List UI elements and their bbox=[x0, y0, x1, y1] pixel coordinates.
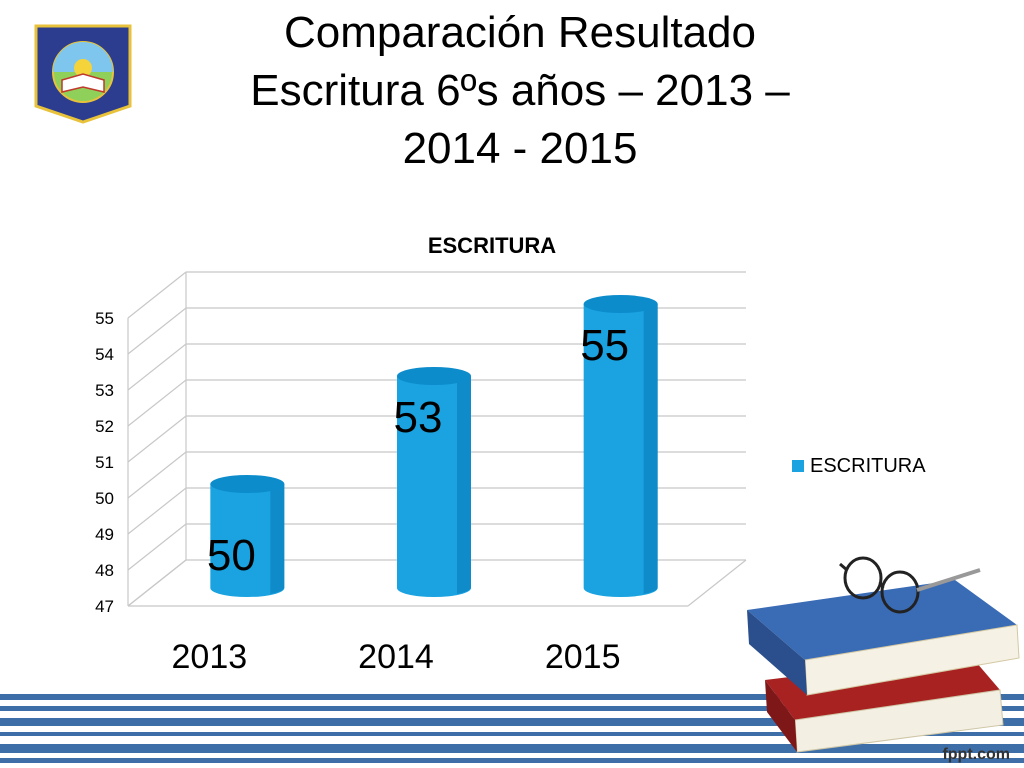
gridline-side bbox=[127, 379, 187, 427]
x-tick-label: 2015 bbox=[545, 638, 621, 676]
y-tick-label: 48 bbox=[95, 561, 114, 580]
bar-body bbox=[397, 376, 471, 597]
gridline-side bbox=[127, 487, 187, 535]
footer-brand: fppt.com bbox=[942, 746, 1010, 763]
floor-edge-right bbox=[687, 559, 747, 607]
data-label: 55 bbox=[580, 321, 629, 370]
y-tick-label: 51 bbox=[95, 453, 114, 472]
slide-title: Comparación Resultado Escritura 6ºs años… bbox=[250, 8, 790, 173]
gridline-side bbox=[127, 307, 187, 355]
bar-body bbox=[583, 304, 658, 597]
data-label: 50 bbox=[207, 531, 256, 580]
data-label: 53 bbox=[394, 393, 443, 442]
y-tick-label: 53 bbox=[95, 381, 114, 400]
legend-label: ESCRITURA bbox=[810, 455, 926, 477]
gridline-side bbox=[127, 559, 187, 607]
bar-cap bbox=[397, 367, 471, 385]
x-tick-label: 2014 bbox=[358, 638, 434, 676]
bar-shade bbox=[457, 376, 471, 594]
bar-2014 bbox=[397, 367, 471, 597]
books-illustration bbox=[747, 556, 1020, 753]
gridline-side bbox=[127, 451, 187, 499]
y-tick-label: 54 bbox=[95, 345, 114, 364]
school-logo bbox=[34, 24, 132, 124]
y-tick-label: 47 bbox=[95, 597, 114, 616]
chart-title: ESCRITURA bbox=[428, 233, 556, 258]
bar-2015 bbox=[583, 295, 658, 597]
gridline-side bbox=[127, 271, 187, 319]
legend-swatch bbox=[792, 460, 804, 472]
footer-stripes bbox=[0, 694, 1024, 763]
y-axis: 47 48 49 50 51 52 53 54 55 bbox=[95, 309, 114, 616]
glasses-icon bbox=[839, 556, 981, 614]
x-axis: 2013 2014 2015 bbox=[172, 638, 621, 676]
blue-book bbox=[747, 580, 1020, 696]
y-tick-label: 55 bbox=[95, 309, 114, 328]
bar-layer bbox=[210, 295, 658, 597]
bar-cap bbox=[210, 475, 285, 493]
gridline-side bbox=[127, 523, 187, 571]
x-tick-label: 2013 bbox=[172, 638, 248, 676]
y-tick-label: 52 bbox=[95, 417, 114, 436]
bar-body bbox=[210, 484, 285, 597]
gridline-side bbox=[127, 343, 187, 391]
gridline-side bbox=[127, 415, 187, 463]
bar-2013 bbox=[210, 475, 285, 597]
y-tick-label: 50 bbox=[95, 489, 114, 508]
bar-cap bbox=[583, 295, 658, 313]
bar-shade bbox=[270, 484, 285, 594]
y-tick-label: 49 bbox=[95, 525, 114, 544]
bar-shade bbox=[643, 304, 658, 594]
data-labels: 50 53 55 bbox=[207, 321, 629, 580]
